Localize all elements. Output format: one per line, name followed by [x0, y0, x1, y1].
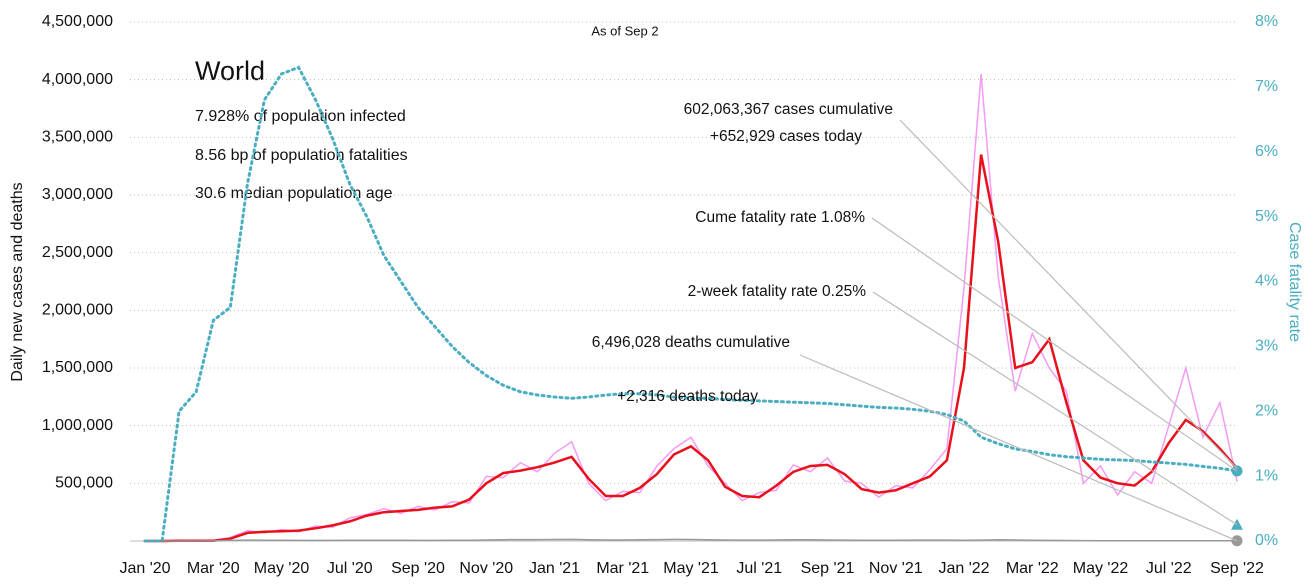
panel-title: World [195, 56, 265, 86]
y2-tick-label: 0% [1255, 532, 1278, 549]
leader-line [872, 291, 1238, 526]
x-tick-label: Jul '22 [1146, 560, 1192, 577]
x-tick-label: Sep '22 [1210, 560, 1264, 577]
x-tick-label: Mar '20 [187, 560, 240, 577]
y-tick-label: 1,000,000 [42, 417, 113, 434]
y-tick-label: 1,500,000 [42, 359, 113, 376]
annotation: 602,063,367 cases cumulative [684, 101, 893, 118]
y-tick-label: 3,500,000 [42, 129, 113, 146]
x-tick-label: Sep '20 [391, 560, 445, 577]
y2-tick-label: 1% [1255, 467, 1278, 484]
x-tick-label: Jan '21 [529, 560, 580, 577]
x-tick-label: May '21 [663, 560, 719, 577]
panel-line: 8.56 bp of population fatalities [195, 147, 408, 164]
y-tick-label: 2,000,000 [42, 302, 113, 319]
annotation: 6,496,028 deaths cumulative [592, 334, 790, 351]
x-tick-label: Nov '21 [869, 560, 923, 577]
y2-tick-label: 5% [1255, 208, 1278, 225]
y-tick-label: 3,000,000 [42, 186, 113, 203]
y2-tick-label: 2% [1255, 402, 1278, 419]
panel-line: 30.6 median population age [195, 185, 393, 202]
panel-line: 7.928% of population infected [195, 108, 406, 125]
x-tick-label: Mar '22 [1006, 560, 1059, 577]
leader-line [871, 217, 1238, 472]
annotation: 2-week fatality rate 0.25% [688, 283, 867, 300]
y2-tick-label: 6% [1255, 143, 1278, 160]
subtitle: As of Sep 2 [591, 23, 658, 38]
x-tick-label: May '20 [254, 560, 310, 577]
y-tick-label: 2,500,000 [42, 244, 113, 261]
series-line [143, 154, 1239, 543]
y-tick-label: 4,500,000 [42, 13, 113, 30]
x-tick-label: Jan '20 [119, 560, 170, 577]
x-tick-label: Jul '20 [327, 560, 373, 577]
leader-line [899, 119, 1238, 469]
y2-tick-label: 3% [1255, 338, 1278, 355]
x-tick-label: May '22 [1073, 560, 1129, 577]
y-tick-label: 4,000,000 [42, 71, 113, 88]
y-tick-label: 500,000 [55, 475, 113, 492]
annotation: Cume fatality rate 1.08% [695, 209, 865, 226]
y-axis-label: Daily new cases and deaths [9, 182, 26, 381]
x-tick-label: Nov '20 [459, 560, 513, 577]
y2-tick-label: 8% [1255, 13, 1278, 30]
leader-line [799, 354, 1238, 542]
x-tick-label: Sep '21 [801, 560, 855, 577]
annotation: +652,929 cases today [710, 128, 862, 145]
series-line [144, 538, 1238, 542]
x-tick-label: Mar '21 [596, 560, 649, 577]
y2-axis-label: Case fatality rate [1286, 222, 1303, 342]
x-tick-label: Jul '21 [736, 560, 782, 577]
y2-tick-label: 7% [1255, 78, 1278, 95]
y2-tick-label: 4% [1255, 273, 1278, 290]
series-line [143, 65, 1239, 543]
x-tick-label: Jan '22 [938, 560, 989, 577]
annotation: +2,316 deaths today [617, 388, 758, 405]
